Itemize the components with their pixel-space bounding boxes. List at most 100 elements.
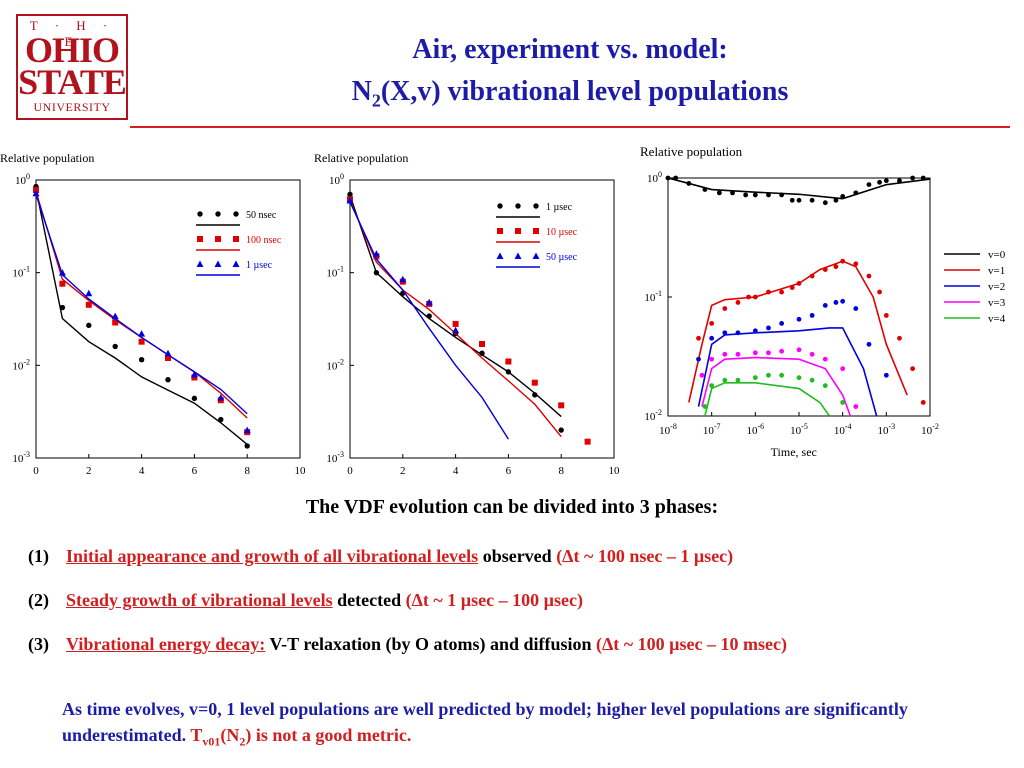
slide-title-line1: Air, experiment vs. model: — [412, 34, 728, 65]
charts-area: Relative population Vibrational quantum n… — [0, 144, 1006, 480]
phase-highlight: Steady growth of vibrational levels — [66, 590, 333, 610]
data-point — [709, 335, 715, 341]
data-point — [138, 357, 145, 363]
data-point — [809, 351, 815, 357]
data-point — [218, 416, 224, 423]
data-point — [190, 370, 198, 378]
data-point — [217, 393, 225, 401]
data-point — [673, 175, 679, 181]
data-point — [532, 252, 540, 259]
logo-bottom-text: UNIVERSITY — [33, 100, 111, 114]
x-tick-label: 10-3 — [877, 422, 895, 437]
data-point — [58, 269, 66, 276]
data-point — [796, 375, 802, 381]
title-rest: (X,v) vibrational level populations — [380, 76, 789, 107]
data-point — [716, 190, 722, 196]
x-tick-label: 0 — [33, 465, 39, 477]
y-tick-label: 10-3 — [12, 450, 30, 465]
data-point — [138, 338, 145, 345]
data-point — [866, 341, 872, 347]
data-point — [779, 348, 785, 354]
phase-interval: (Δt ~ 1 µsec – 100 µsec) — [405, 590, 583, 610]
data-point — [722, 377, 728, 383]
data-point — [796, 347, 802, 353]
data-point — [766, 289, 771, 295]
x-tick-label: 8 — [244, 465, 250, 477]
title-n: N — [351, 76, 372, 107]
data-point — [722, 351, 728, 357]
data-point — [796, 281, 802, 286]
model-line-v=3 — [701, 356, 852, 417]
data-point — [197, 211, 203, 217]
phase-text: detected — [332, 590, 406, 610]
conclusion-metric: Tv01(N2) is not a good metric. — [190, 725, 412, 749]
data-point — [833, 300, 839, 305]
data-point — [789, 197, 795, 203]
data-point — [853, 306, 859, 311]
title-divider — [130, 126, 1010, 128]
data-point — [165, 376, 171, 383]
x-axis-label: Vibrational quantum number — [413, 479, 552, 480]
data-point — [558, 402, 565, 409]
data-point — [426, 313, 432, 319]
data-point — [809, 377, 815, 383]
data-point — [822, 267, 828, 272]
slide-title-line2: N2(X,v) vibrational level populations — [260, 76, 880, 112]
phase-number: (1) — [28, 546, 49, 566]
model-line-v=2 — [697, 327, 878, 417]
x-tick-label: 4 — [139, 465, 145, 477]
data-point — [752, 350, 758, 356]
x-tick-label: 10 — [295, 465, 307, 477]
legend-label: 1 µsec — [246, 260, 273, 271]
phase-interval: (Δt ~ 100 µsec – 10 msec) — [596, 634, 787, 654]
data-point — [766, 372, 771, 378]
model-line-10 µsec — [349, 200, 562, 438]
data-point — [112, 319, 119, 326]
y-tick-label: 100 — [647, 170, 662, 185]
data-point — [920, 175, 926, 181]
data-point — [32, 189, 40, 197]
legend-label: v=3 — [988, 297, 1006, 309]
data-point — [347, 191, 353, 198]
data-point — [840, 258, 846, 264]
model-line-1 µsec — [349, 195, 562, 418]
x-tick-label: 6 — [506, 465, 512, 477]
metric-rest2: ) is not a good metric. — [245, 725, 412, 745]
data-point — [833, 264, 839, 270]
legend-label: 100 nsec — [246, 235, 282, 246]
x-tick-label: 2 — [86, 465, 92, 477]
data-point — [373, 269, 380, 276]
legend-label: 10 µsec — [546, 227, 578, 238]
x-tick-label: 6 — [192, 465, 198, 477]
phase-text: observed — [478, 546, 557, 566]
chart-time-evolution: Relative population Time, sec 10-8 10-7 10-6… — [640, 144, 1006, 459]
logo-line1: OHIO — [24, 30, 120, 70]
data-point — [215, 211, 221, 217]
model-line-v=1 — [688, 260, 908, 403]
data-point — [702, 187, 708, 192]
x-axis-label: Time, sec — [771, 445, 817, 459]
data-point — [85, 289, 93, 297]
data-point — [584, 438, 591, 445]
data-point — [840, 298, 846, 304]
data-point — [665, 175, 671, 181]
title-sub: 2 — [371, 90, 381, 111]
data-point — [735, 351, 741, 357]
data-point — [709, 383, 715, 389]
model-line-v=4 — [704, 382, 831, 417]
data-point — [164, 349, 172, 357]
data-point — [779, 289, 785, 295]
data-point — [735, 377, 741, 383]
phase-highlight: Initial appearance and growth of all vib… — [66, 546, 479, 566]
data-point — [702, 404, 708, 409]
data-point — [833, 197, 839, 203]
data-point — [735, 330, 741, 336]
data-point — [853, 261, 859, 267]
data-point — [59, 304, 66, 311]
model-line-50 nsec — [35, 188, 248, 445]
data-point — [696, 335, 701, 341]
x-tick-label: 0 — [347, 465, 353, 477]
data-point — [533, 203, 539, 209]
data-point — [735, 300, 741, 305]
chart-vdf-early: Relative population Vibrational quantum n… — [0, 151, 306, 480]
